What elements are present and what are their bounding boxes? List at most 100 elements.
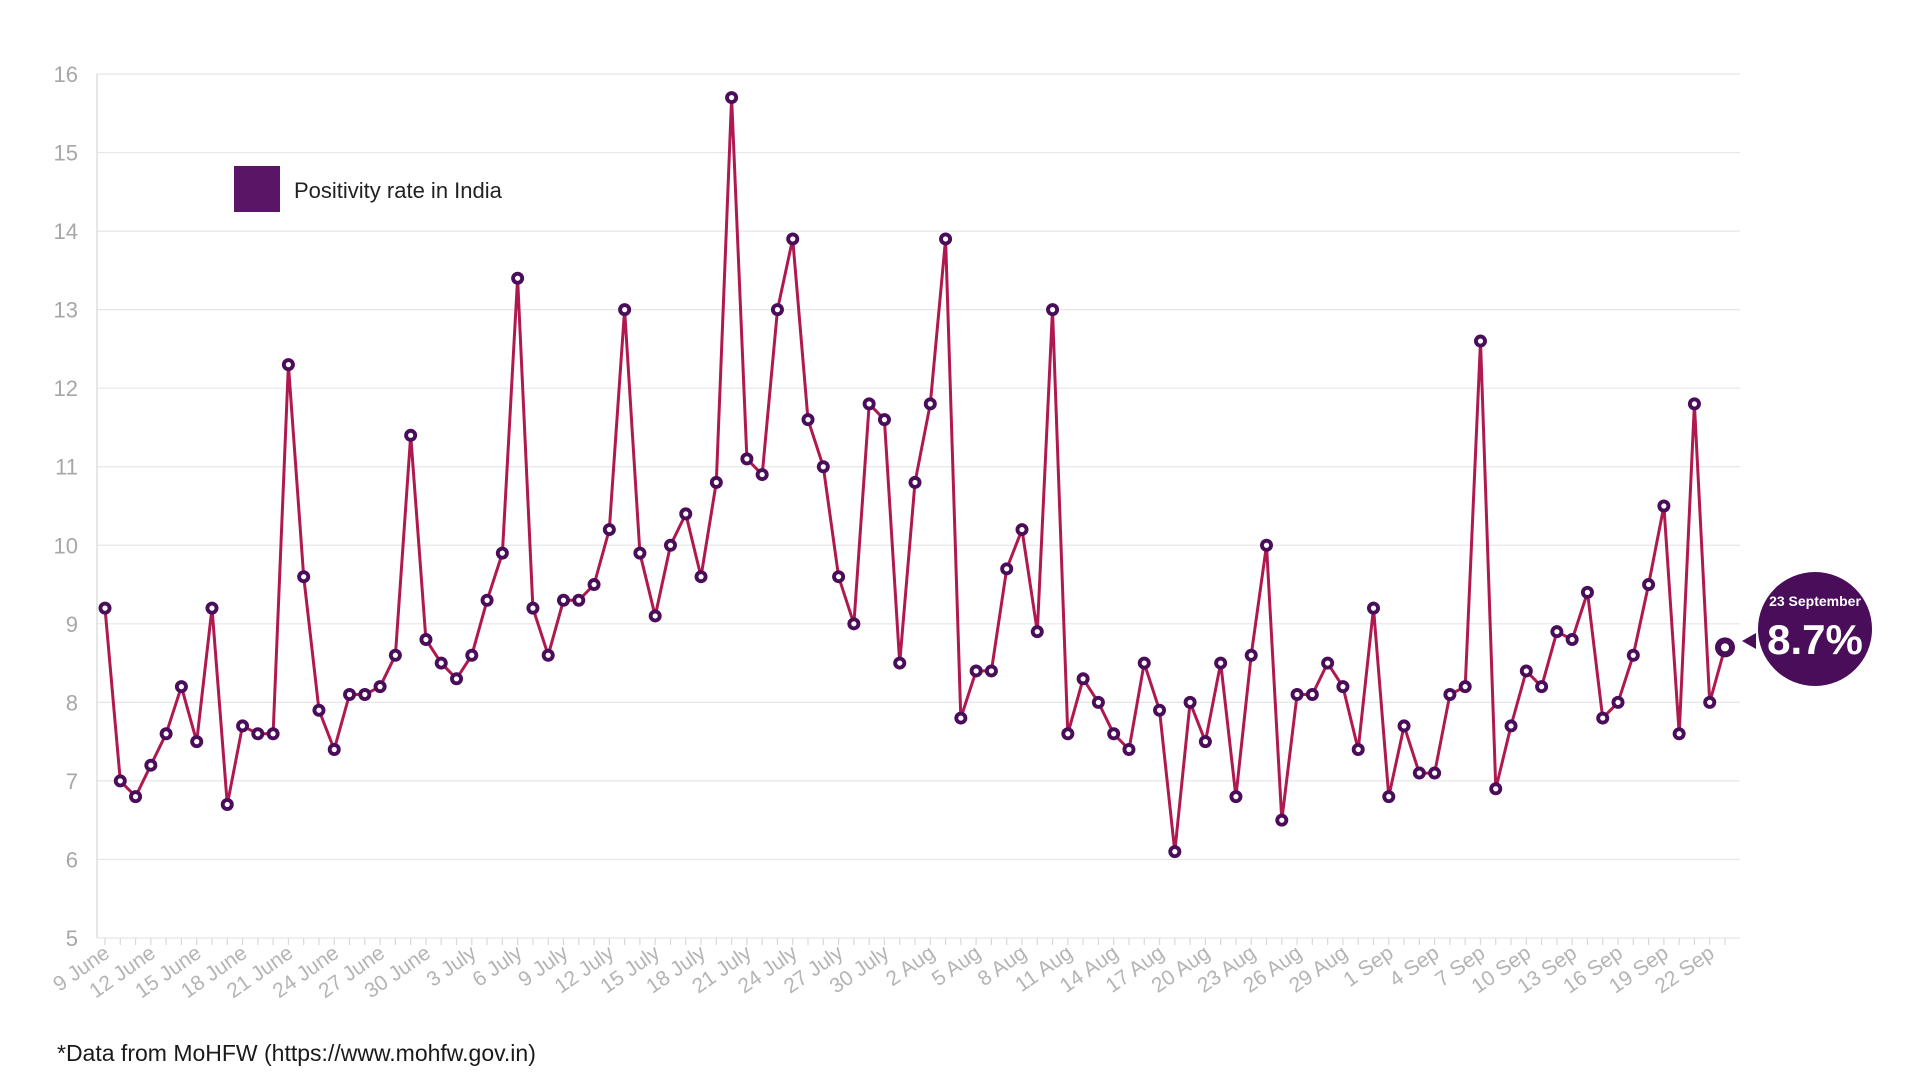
data-point [1290, 688, 1304, 702]
data-point-center [805, 417, 811, 423]
data-point [984, 664, 998, 678]
data-point-center [1721, 643, 1729, 652]
data-point-center [1432, 770, 1438, 776]
data-point-center [178, 684, 185, 690]
y-tick-label: 13 [54, 298, 78, 323]
axis-layer [96, 74, 1726, 945]
marker-layer [98, 91, 1735, 859]
data-point-center [132, 794, 139, 800]
data-point-center [270, 731, 276, 737]
data-point-center [973, 668, 979, 674]
x-tick-label: 3 July [423, 941, 482, 992]
data-point-center [1187, 699, 1193, 705]
data-point-center [1676, 731, 1682, 737]
data-point-center [392, 652, 398, 658]
data-point [113, 774, 127, 788]
data-point [98, 601, 112, 615]
data-point [1715, 637, 1735, 658]
data-point [1458, 680, 1472, 694]
data-point-center [469, 652, 475, 658]
data-point [358, 688, 372, 702]
data-point-center [683, 511, 689, 517]
data-point [1565, 633, 1579, 647]
data-point-center [652, 613, 658, 619]
data-point-center [1370, 605, 1377, 611]
data-point [174, 680, 188, 694]
latest-value-callout: 23 September 8.7% [1742, 572, 1872, 686]
data-point [602, 523, 616, 537]
y-tick-label: 6 [66, 847, 78, 872]
data-point-center [1447, 691, 1453, 698]
data-point [1153, 703, 1167, 717]
y-tick-label: 7 [66, 769, 78, 794]
data-point [1229, 790, 1243, 804]
data-point-center [1172, 849, 1178, 855]
data-point [1305, 688, 1319, 702]
callout-date: 23 September [1769, 593, 1861, 609]
data-point-center [866, 401, 872, 407]
data-point-center [499, 550, 505, 556]
data-point [1626, 648, 1640, 662]
source-footnote: *Data from MoHFW (https://www.mohfw.gov.… [57, 1040, 536, 1066]
data-point [434, 656, 448, 670]
data-point-center [560, 597, 567, 603]
data-point [205, 601, 219, 615]
data-point [1703, 695, 1717, 709]
data-point [541, 648, 555, 662]
data-point [1473, 334, 1487, 348]
data-point [1076, 672, 1090, 686]
data-point-center [1416, 770, 1422, 776]
data-point-center [1126, 746, 1132, 753]
data-point-center [1218, 660, 1224, 666]
data-point-center [331, 746, 337, 753]
data-point-center [224, 801, 230, 808]
data-point-center [835, 574, 842, 580]
data-point [419, 633, 433, 647]
data-point [1015, 523, 1029, 537]
data-point-center [530, 605, 536, 611]
data-point-center [1111, 731, 1117, 737]
legend-swatch [234, 166, 280, 212]
data-point [266, 727, 280, 741]
data-point [495, 546, 509, 560]
data-point [1137, 656, 1151, 670]
data-point-center [1309, 691, 1315, 698]
y-tick-label: 9 [66, 612, 78, 637]
data-point-center [239, 723, 246, 729]
data-point [1366, 601, 1380, 615]
data-point-center [1477, 338, 1484, 344]
data-point-center [1569, 636, 1575, 643]
data-point [1504, 719, 1518, 733]
data-point-center [1095, 699, 1101, 705]
data-point [832, 570, 846, 584]
data-point-center [713, 479, 719, 486]
data-point-center [1523, 668, 1529, 674]
data-point [954, 711, 968, 725]
data-point-center [194, 739, 200, 745]
data-point [816, 460, 830, 474]
data-point-center [1034, 629, 1040, 635]
data-point-center [576, 597, 582, 603]
data-point [526, 601, 540, 615]
data-point-center [346, 691, 353, 698]
data-point [480, 593, 494, 607]
data-point [1000, 562, 1014, 576]
data-point [556, 593, 570, 607]
data-point-center [1080, 676, 1086, 682]
data-point-center [1386, 794, 1392, 800]
data-point [1061, 727, 1075, 741]
data-point [1321, 656, 1335, 670]
y-tick-label: 5 [66, 926, 78, 951]
data-point-center [148, 762, 154, 768]
data-point-center [637, 550, 643, 556]
data-point [251, 727, 265, 741]
data-point [1611, 695, 1625, 709]
data-point-center [1554, 629, 1560, 635]
data-point [1519, 664, 1533, 678]
data-point-center [362, 691, 368, 698]
data-point-center [285, 362, 291, 368]
data-point-center [897, 660, 903, 666]
callout-circle [1758, 572, 1872, 686]
